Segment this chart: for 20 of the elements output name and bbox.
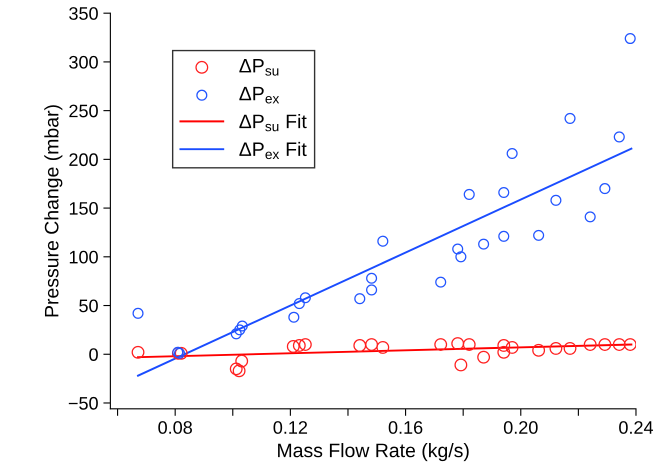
legend-label: ΔP$_{su}$	[239, 59, 278, 76]
x-axis-title: Mass Flow Rate (kg/s)	[278, 443, 469, 462]
y-tick-label: 50	[79, 299, 98, 312]
y-axis-title: Pressure Change (mbar)	[44, 105, 62, 316]
y-tick-label: −50	[68, 396, 98, 410]
x-tick-label: 0.16	[388, 421, 422, 434]
x-tick-label: 0.08	[158, 421, 192, 434]
y-tick-label: 100	[70, 250, 98, 264]
legend-label: ΔP$_{ex}$ Fit	[239, 142, 307, 160]
y-tick-label: 300	[69, 56, 98, 69]
y-tick-label: 0	[89, 348, 98, 361]
y-tick-label: 200	[69, 153, 98, 166]
y-tick-label: 350	[69, 7, 98, 20]
y-tick-label: 150	[70, 202, 98, 215]
legend-label: ΔP$_{su}$ Fit	[239, 114, 307, 132]
legend-label: ΔP$_{ex}$	[239, 86, 280, 104]
x-tick-label: 0.12	[274, 421, 308, 434]
x-tick-label: 0.24	[619, 421, 654, 434]
x-tick-label: 0.20	[504, 421, 538, 434]
y-tick-label: 250	[69, 104, 98, 118]
